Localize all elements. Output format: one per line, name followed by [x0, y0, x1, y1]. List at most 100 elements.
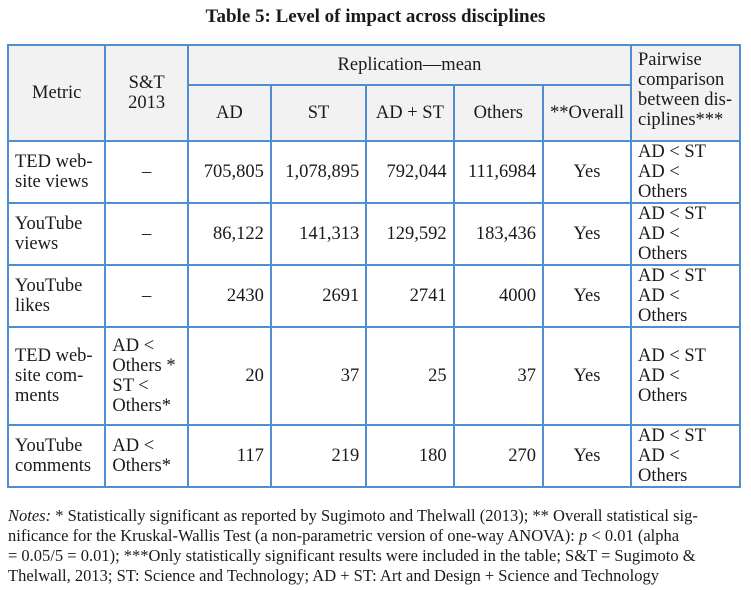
table-row: TED web- site com- ments AD < Others * S… — [6, 326, 742, 426]
st2013-cell: AD < Others* — [104, 424, 189, 488]
pairwise-line: AD < ST — [637, 346, 706, 366]
others-cell: 4000 — [452, 264, 545, 328]
others-cell: 183,436 — [452, 202, 545, 266]
table-title: Table 5: Level of impact across discipli… — [205, 6, 546, 27]
metric-line: YouTube — [15, 214, 83, 234]
others-cell: 111,6984 — [452, 140, 545, 204]
ad-cell: 117 — [186, 424, 272, 488]
ad-cell: 86,122 — [186, 202, 272, 266]
overall-cell: Yes — [542, 326, 632, 426]
pairwise-cell: AD < ST AD < Others — [629, 424, 742, 488]
ad-header: AD — [186, 84, 272, 142]
st2013-cell: AD < Others * ST < Others* — [104, 326, 189, 426]
pairwise-header: Pairwise comparison between dis- cipline… — [629, 44, 742, 142]
notes-line: Thelwall, 2013; ST: Science and Technolo… — [8, 566, 660, 585]
others-header: Others — [452, 84, 545, 142]
notes-line: = 0.05/5 = 0.01); ***Only statistically … — [8, 546, 696, 565]
st2013-line: – — [142, 286, 152, 306]
st2013-cell: – — [104, 202, 189, 266]
metric-line: likes — [15, 296, 50, 316]
notes-p-symbol: p — [579, 526, 588, 545]
metric-line: ments — [15, 386, 60, 406]
ad-st-cell: 180 — [365, 424, 455, 488]
st-cell: 37 — [269, 326, 368, 426]
pairwise-line: AD < Others — [637, 446, 688, 486]
metric-cell: YouTube views — [6, 202, 107, 266]
metric-line: YouTube — [15, 276, 83, 296]
overall-cell: Yes — [542, 264, 632, 328]
st2013-cell: – — [104, 140, 189, 204]
st2013-line: Others * — [112, 356, 176, 376]
metric-line: views — [15, 234, 59, 254]
pairwise-header-line: Pairwise — [637, 50, 702, 70]
impact-table: Metric S&T 2013 Replication—mean Pairwis… — [6, 44, 742, 488]
notes-text: < 0.01 (alpha — [587, 526, 680, 545]
st2013-line: Others* — [112, 396, 171, 416]
pairwise-header-line: comparison — [637, 70, 725, 90]
table-notes: Notes: * Statistically significant as re… — [8, 506, 743, 586]
metric-line: YouTube — [15, 436, 83, 456]
metric-header: Metric — [6, 44, 107, 142]
st-header: ST — [269, 84, 368, 142]
others-cell: 270 — [452, 424, 545, 488]
notes-line: nificance for the Kruskal-Wallis Test (a… — [8, 526, 743, 546]
replication-header: Replication—mean — [186, 44, 632, 86]
st2013-line: – — [142, 162, 152, 182]
metric-cell: YouTube comments — [6, 424, 107, 488]
pairwise-cell: AD < ST AD < Others — [629, 140, 742, 204]
pairwise-line: AD < ST — [637, 426, 706, 446]
table-row: YouTube comments AD < Others* 117 219 18… — [6, 424, 742, 488]
st2013-cell: – — [104, 264, 189, 328]
ad-cell: 20 — [186, 326, 272, 426]
table-row: YouTube likes – 2430 2691 2741 4000 Yes … — [6, 264, 742, 328]
ad-cell: 705,805 — [186, 140, 272, 204]
st2013-header-line2: 2013 — [128, 93, 166, 113]
st2013-line: – — [142, 224, 152, 244]
pairwise-header-line: between dis- — [637, 90, 732, 110]
st2013-line: Others* — [112, 456, 171, 476]
overall-cell: Yes — [542, 202, 632, 266]
notes-label: Notes: — [8, 506, 52, 525]
ad-st-cell: 25 — [365, 326, 455, 426]
metric-cell: YouTube likes — [6, 264, 107, 328]
st2013-header-line1: S&T — [128, 73, 165, 93]
st2013-line: ST < — [112, 376, 149, 396]
table-row: YouTube views – 86,122 141,313 129,592 1… — [6, 202, 742, 266]
overall-header: **Overall — [542, 84, 632, 142]
ad-cell: 2430 — [186, 264, 272, 328]
notes-text: nificance for the Kruskal-Wallis Test (a… — [8, 526, 580, 545]
st-cell: 219 — [269, 424, 368, 488]
metric-line: TED web- — [15, 152, 93, 172]
notes-line: Notes: * Statistically significant as re… — [8, 506, 743, 526]
header-row: Metric S&T 2013 Replication—mean Pairwis… — [6, 44, 742, 142]
st2013-line: AD < — [112, 436, 155, 456]
pairwise-cell: AD < ST AD < Others — [629, 326, 742, 426]
overall-cell: Yes — [542, 424, 632, 488]
ad-st-cell: 129,592 — [365, 202, 455, 266]
metric-line: TED web- — [15, 346, 93, 366]
st-cell: 1,078,895 — [269, 140, 368, 204]
others-cell: 37 — [452, 326, 545, 426]
pairwise-line: AD < Others — [637, 224, 688, 264]
pairwise-header-line: ciplines*** — [637, 110, 724, 130]
metric-cell: TED web- site com- ments — [6, 326, 107, 426]
pairwise-cell: AD < ST AD < Others — [629, 202, 742, 266]
metric-line: site views — [15, 172, 89, 192]
pairwise-line: AD < ST — [637, 142, 706, 162]
pairwise-line: AD < Others — [637, 162, 688, 202]
subheader-row: AD ST AD + ST Others **Overall — [8, 84, 740, 142]
st-cell: 141,313 — [269, 202, 368, 266]
pairwise-cell: AD < ST AD < Others — [629, 264, 742, 328]
pairwise-line: AD < ST — [637, 204, 706, 224]
metric-cell: TED web- site views — [6, 140, 107, 204]
st-cell: 2691 — [269, 264, 368, 328]
metric-line: comments — [15, 456, 92, 476]
ad-st-header: AD + ST — [365, 84, 455, 142]
st2013-header: S&T 2013 — [104, 44, 189, 142]
ad-st-cell: 2741 — [365, 264, 455, 328]
ad-st-cell: 792,044 — [365, 140, 455, 204]
notes-text: * Statistically significant as reported … — [51, 506, 698, 525]
pairwise-line: AD < ST — [637, 266, 706, 286]
overall-cell: Yes — [542, 140, 632, 204]
pairwise-line: AD < Others — [637, 366, 688, 406]
